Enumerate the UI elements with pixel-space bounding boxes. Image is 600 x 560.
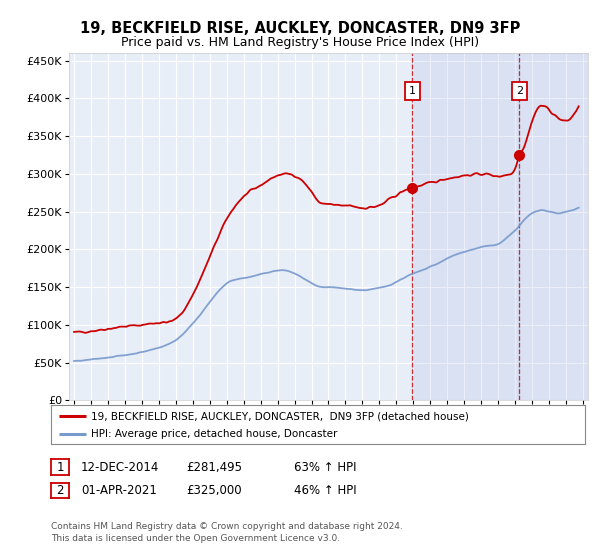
Text: 46% ↑ HPI: 46% ↑ HPI (294, 484, 356, 497)
Text: 63% ↑ HPI: 63% ↑ HPI (294, 460, 356, 474)
Text: 19, BECKFIELD RISE, AUCKLEY, DONCASTER, DN9 3FP: 19, BECKFIELD RISE, AUCKLEY, DONCASTER, … (80, 21, 520, 36)
Text: 1: 1 (409, 86, 416, 96)
Text: Contains HM Land Registry data © Crown copyright and database right 2024.
This d: Contains HM Land Registry data © Crown c… (51, 522, 403, 543)
Text: 01-APR-2021: 01-APR-2021 (81, 484, 157, 497)
Text: 2: 2 (56, 484, 64, 497)
Text: £325,000: £325,000 (186, 484, 242, 497)
Text: Price paid vs. HM Land Registry's House Price Index (HPI): Price paid vs. HM Land Registry's House … (121, 36, 479, 49)
Text: 2: 2 (516, 86, 523, 96)
Text: 19, BECKFIELD RISE, AUCKLEY, DONCASTER,  DN9 3FP (detached house): 19, BECKFIELD RISE, AUCKLEY, DONCASTER, … (91, 411, 469, 421)
Text: HPI: Average price, detached house, Doncaster: HPI: Average price, detached house, Donc… (91, 429, 337, 439)
Bar (412, 53, 520, 400)
Text: £281,495: £281,495 (186, 460, 242, 474)
Bar (520, 53, 588, 400)
Text: 12-DEC-2014: 12-DEC-2014 (81, 460, 160, 474)
Text: 1: 1 (56, 460, 64, 474)
